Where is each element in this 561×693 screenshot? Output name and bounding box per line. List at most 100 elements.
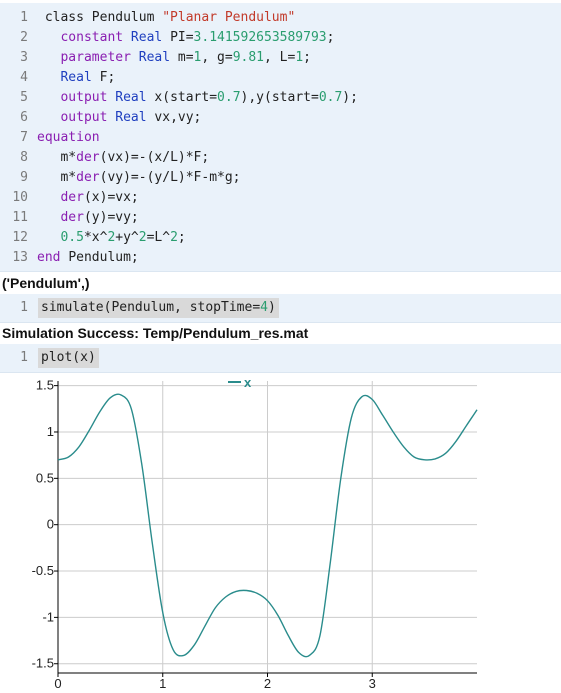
code-token [37, 230, 60, 245]
series-line-x [57, 393, 478, 658]
code-token: plot(x) [41, 350, 96, 365]
code-token: equation [37, 130, 100, 145]
y-tick-label: -1.5 [32, 656, 54, 671]
code-line[interactable]: 4 Real F; [0, 68, 561, 88]
code-token: Real [115, 110, 155, 125]
code-token: 2 [138, 230, 147, 245]
code-text[interactable]: constant Real PI=3.141592653589793; [37, 28, 334, 48]
code-line[interactable]: 2 constant Real PI=3.141592653589793; [0, 28, 561, 48]
line-number: 6 [20, 110, 28, 125]
code-line[interactable]: 13 end Pendulum; [0, 248, 561, 268]
code-line[interactable]: 1 class Pendulum "Planar Pendulum" [0, 8, 561, 28]
y-tick-label: -1 [42, 609, 54, 624]
y-tick-label: 0 [47, 517, 54, 532]
code-line[interactable]: 5 output Real x(start=0.7),y(start=0.7); [0, 88, 561, 108]
code-line[interactable]: 1 plot(x) [0, 348, 561, 368]
code-token: output [37, 90, 116, 105]
line-number: 13 [12, 250, 28, 265]
code-token: ); [342, 90, 358, 105]
code-token: =L^ [146, 230, 171, 245]
code-text[interactable]: m*der(vy)=-(y/L)*F-m*g; [37, 168, 241, 188]
y-tick-label: 1.5 [36, 378, 54, 393]
code-token: parameter [37, 50, 139, 65]
code-text[interactable]: output Real vx,vy; [37, 108, 201, 128]
code-text[interactable]: m*der(vx)=-(x/L)*F; [37, 148, 209, 168]
code-line[interactable]: 12 0.5*x^2+y^2=L^2; [0, 228, 561, 248]
code-token: 9.81 [232, 50, 264, 65]
code-token: Real [115, 90, 155, 105]
code-token: , L= [264, 50, 296, 65]
code-token: class Pendulum [37, 10, 163, 25]
code-token [37, 210, 60, 225]
code-token: ) [267, 300, 276, 315]
code-line[interactable]: 8 m*der(vx)=-(x/L)*F; [0, 148, 561, 168]
code-text[interactable]: der(x)=vx; [37, 188, 139, 208]
code-token: constant [37, 30, 131, 45]
code-token: (x)=vx; [83, 190, 139, 205]
x-tick-label: 3 [369, 676, 376, 691]
code-line[interactable]: 10 der(x)=vx; [0, 188, 561, 208]
code-token: der [76, 150, 100, 165]
code-text[interactable]: 0.5*x^2+y^2=L^2; [37, 228, 186, 248]
y-tick-label: 1 [47, 424, 54, 439]
code-token: 2 [170, 230, 178, 245]
code-token: der [76, 170, 100, 185]
code-token: PI= [170, 30, 194, 45]
code-token: m* [37, 170, 77, 185]
cell-output-simulate: Simulation Success: Temp/Pendulum_res.ma… [2, 325, 309, 341]
line-number: 12 [12, 230, 28, 245]
code-cell-plot[interactable]: 1 plot(x) [0, 344, 561, 373]
code-token: x(start= [154, 90, 218, 105]
code-cell-model[interactable]: 1 class Pendulum "Planar Pendulum" 2 cons… [0, 3, 561, 272]
line-number: 8 [20, 150, 28, 165]
code-token: ; [177, 230, 186, 245]
code-token: m= [177, 50, 194, 65]
code-token: ),y(start= [240, 90, 319, 105]
line-number: 1 [20, 10, 28, 25]
code-token: (vx)=-(x/L)*F; [99, 150, 210, 165]
code-token: (vy)=-(y/L)*F-m*g; [99, 170, 241, 185]
code-token: vx,vy; [154, 110, 202, 125]
y-tick-label: 0.5 [36, 470, 54, 485]
code-token: F; [99, 70, 116, 85]
x-tick-label: 1 [159, 676, 166, 691]
code-text[interactable]: class Pendulum "Planar Pendulum" [37, 8, 295, 28]
x-tick-label: 2 [264, 676, 271, 691]
code-token: 1 [295, 50, 304, 65]
code-token: ; [326, 30, 335, 45]
line-number: 7 [20, 130, 28, 145]
line-number: 4 [20, 70, 28, 85]
code-token: end [37, 250, 69, 265]
line-number: 11 [12, 210, 28, 225]
code-text[interactable]: simulate(Pendulum, stopTime=4) [38, 298, 279, 318]
code-token: , g= [201, 50, 233, 65]
code-token: 4 [260, 300, 268, 315]
code-token: 0.7 [318, 90, 343, 105]
line-number: 1 [20, 300, 28, 315]
code-token: der [60, 210, 84, 225]
code-token: (y)=vy; [83, 210, 139, 225]
code-line[interactable]: 3 parameter Real m=1, g=9.81, L=1; [0, 48, 561, 68]
code-line[interactable]: 9 m*der(vy)=-(y/L)*F-m*g; [0, 168, 561, 188]
line-number: 5 [20, 90, 28, 105]
code-line[interactable]: 7 equation [0, 128, 561, 148]
code-text[interactable]: output Real x(start=0.7),y(start=0.7); [37, 88, 358, 108]
code-token: "Planar Pendulum" [162, 10, 296, 25]
code-line[interactable]: 1 simulate(Pendulum, stopTime=4) [0, 298, 561, 318]
code-token: *x^ [83, 230, 108, 245]
code-text[interactable]: der(y)=vy; [37, 208, 139, 228]
cell-output-model: ('Pendulum',) [2, 275, 90, 291]
code-line[interactable]: 11 der(y)=vy; [0, 208, 561, 228]
code-text[interactable]: equation [37, 128, 100, 148]
line-number: 3 [20, 50, 28, 65]
code-text[interactable]: parameter Real m=1, g=9.81, L=1; [37, 48, 311, 68]
code-text[interactable]: Real F; [37, 68, 115, 88]
code-line[interactable]: 6 output Real vx,vy; [0, 108, 561, 128]
code-token: Real [37, 70, 100, 85]
code-text[interactable]: plot(x) [38, 348, 99, 368]
line-number: 10 [12, 190, 28, 205]
code-token: +y^ [115, 230, 139, 245]
code-token: 0.5 [60, 230, 84, 245]
code-text[interactable]: end Pendulum; [37, 248, 139, 268]
code-cell-simulate[interactable]: 1 simulate(Pendulum, stopTime=4) [0, 294, 561, 323]
